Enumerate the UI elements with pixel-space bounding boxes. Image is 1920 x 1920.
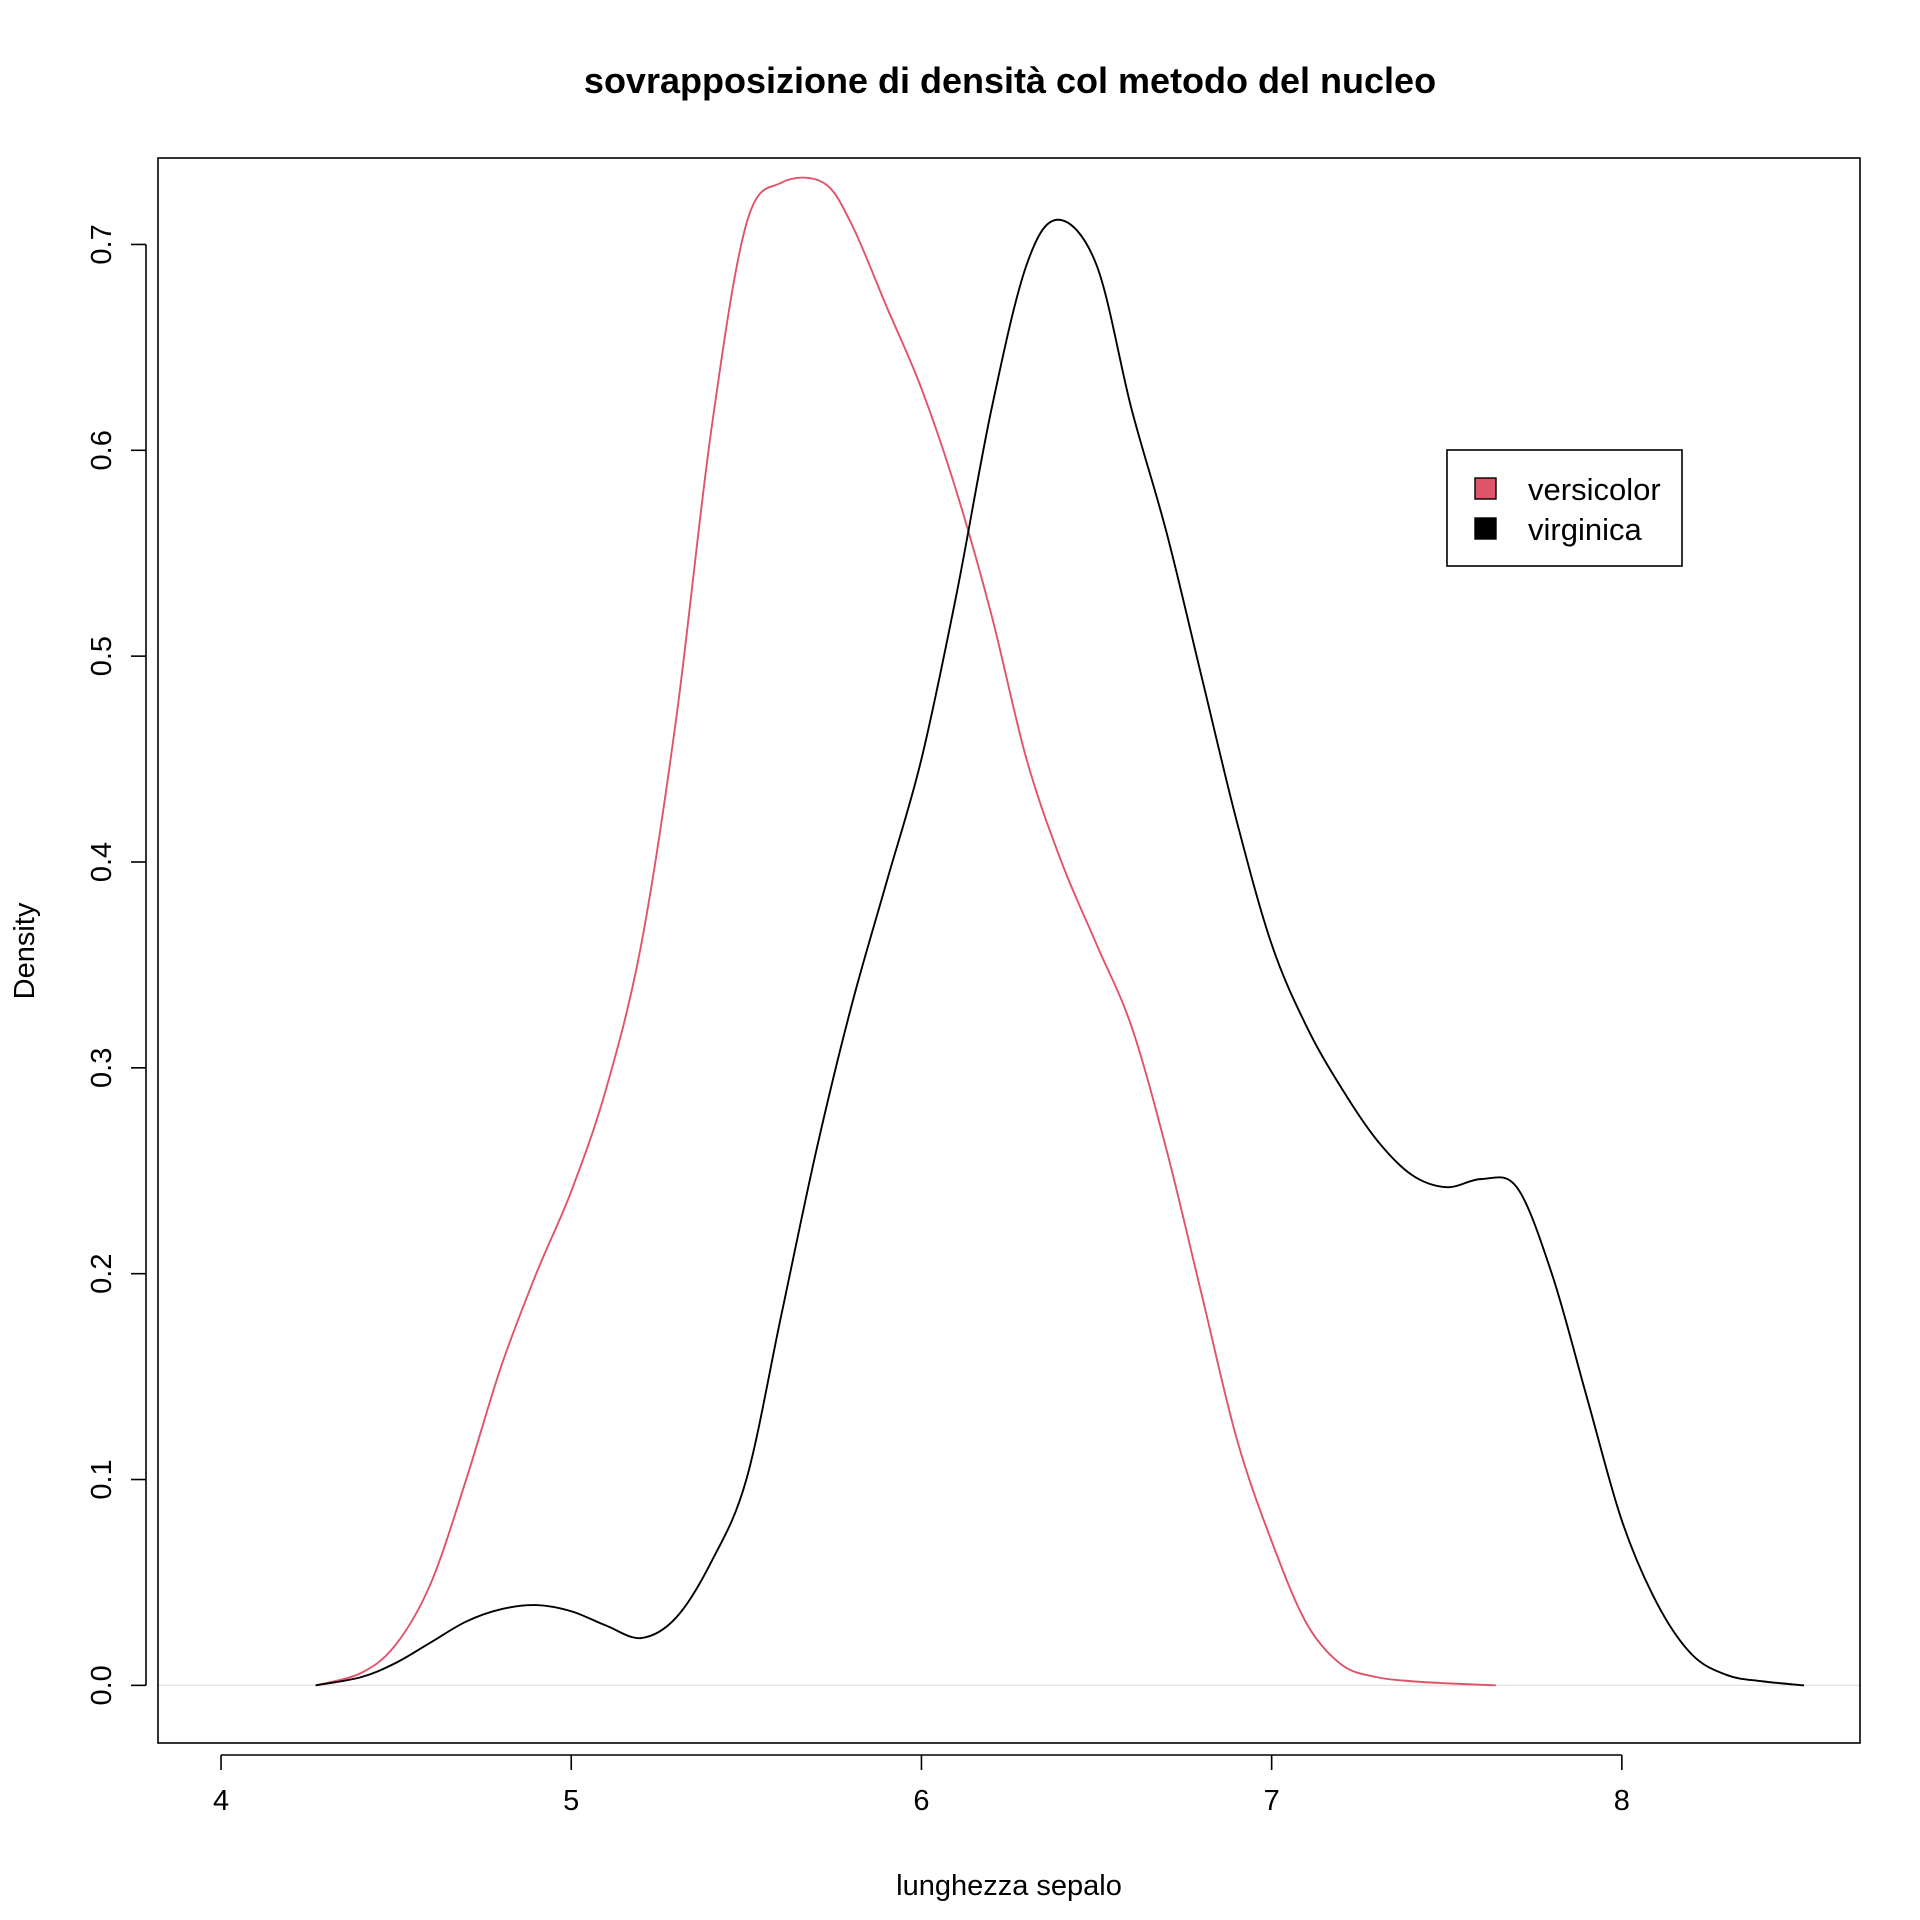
y-tick-label: 0.4 (86, 842, 118, 882)
series-line-virginica (315, 218, 1805, 1687)
y-axis-label: Density (9, 902, 41, 999)
legend-swatch-virginica (1474, 517, 1497, 540)
y-tick-label: 0.5 (86, 636, 118, 676)
x-tick-label: 6 (913, 1785, 929, 1817)
y-tick-label: 0.7 (86, 224, 118, 264)
x-tick-label: 8 (1614, 1785, 1630, 1817)
plot-frame (157, 157, 1861, 1744)
legend-label-virginica: virginica (1528, 512, 1642, 547)
y-tick-label: 0.3 (86, 1048, 118, 1088)
y-tick-label: 0.6 (86, 430, 118, 470)
legend-box (1446, 449, 1683, 567)
y-tick-label: 0.0 (86, 1665, 118, 1705)
x-tick-label: 7 (1264, 1785, 1280, 1817)
legend: versicolor virginica (1446, 449, 1683, 567)
x-axis-label: lunghezza sepalo (896, 1870, 1122, 1902)
chart-title: sovrapposizione di densità col metodo de… (584, 60, 1436, 101)
legend-swatch-versicolor (1474, 477, 1497, 500)
series-line-versicolor (315, 176, 1496, 1687)
y-tick-label: 0.1 (86, 1459, 118, 1499)
y-axis: 0.0 0.1 0.2 0.3 0.4 0.5 0.6 0.7 (86, 224, 147, 1706)
y-tick-label: 0.2 (86, 1254, 118, 1294)
legend-label-versicolor: versicolor (1528, 472, 1661, 507)
x-tick-label: 4 (213, 1785, 229, 1817)
x-axis: 4 5 6 7 8 (213, 1754, 1630, 1817)
x-tick-label: 5 (563, 1785, 579, 1817)
series-layer (315, 176, 1805, 1687)
